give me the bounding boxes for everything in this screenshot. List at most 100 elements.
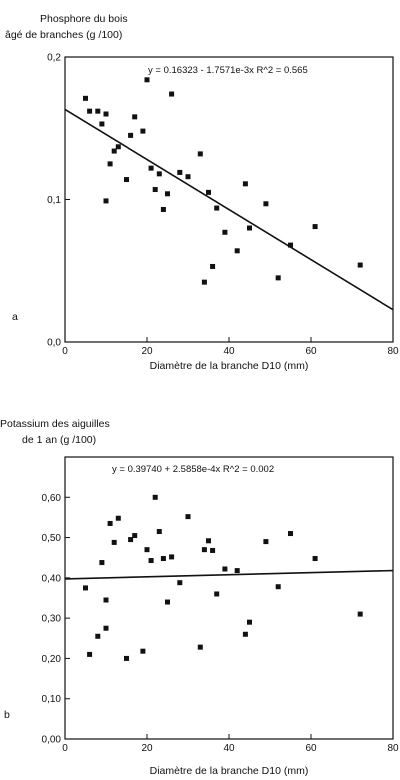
data-point [177,169,183,175]
data-point [107,520,113,526]
data-point [83,95,88,101]
data-point [160,206,166,212]
data-point [263,539,269,545]
data-point [242,181,248,187]
data-point [99,560,105,566]
chart-a-y-axis: 0,0 0,1 0,2 [47,53,70,349]
data-point [185,174,191,180]
data-point [95,633,101,639]
chart-a-title-line-2: âgé de branches (g /100) [5,29,122,41]
y-tick-label: 0,20 [42,654,62,665]
x-tick-label: 80 [387,346,399,357]
data-point [128,132,134,138]
x-tick-label: 0 [62,743,68,754]
x-tick-label: 40 [223,743,235,754]
data-point [152,494,158,500]
data-point [185,514,191,520]
data-point [111,148,117,154]
data-point [234,248,240,254]
data-point [132,533,138,539]
data-point [206,189,211,195]
data-point [140,128,146,134]
chart-b: Potassium des aiguilles de 1 an (g /100)… [0,418,399,777]
data-point [148,165,154,171]
data-point [165,191,170,197]
y-tick-label: 0,40 [42,573,62,584]
data-point [156,171,162,177]
data-point [288,242,293,248]
chart-a-x-axis: 0 20 40 60 80 [62,337,399,357]
x-tick-label: 40 [223,346,235,357]
data-point [357,262,363,268]
y-tick-label: 0,00 [42,735,62,746]
x-tick-label: 0 [62,346,68,357]
data-point [140,648,146,654]
data-point [111,539,117,545]
y-tick-label: 0,2 [47,53,61,64]
y-tick-label: 0,60 [42,493,62,504]
chart-b-plot-frame [64,456,394,740]
chart-b-y-axis: 0,00 0,10 0,20 0,30 0,40 0,50 0,60 [42,493,70,746]
data-point [201,279,207,285]
x-tick-label: 20 [141,346,153,357]
y-tick-label: 0,10 [42,694,62,705]
chart-a-panel-label: a [12,311,18,323]
data-point [160,556,166,562]
data-point [128,537,134,543]
data-point [148,558,154,564]
data-point [214,591,220,597]
data-point [169,91,175,97]
chart-b-title-line-1: Potassium des aiguilles [0,418,110,430]
data-point [124,177,129,183]
data-point [177,580,183,586]
data-point [214,205,220,211]
data-point [124,655,129,661]
chart-a-title-line-1: Phosphore du bois [40,13,128,25]
data-point [87,108,93,114]
data-point [210,263,216,269]
data-point [263,201,269,207]
data-point [165,599,170,605]
data-point [83,585,88,591]
data-point [210,547,216,553]
data-point [247,619,252,625]
data-point [103,597,109,603]
data-point [144,547,150,553]
regression-line [64,108,394,311]
data-point [103,111,109,117]
data-point [197,151,203,157]
data-point [234,568,240,574]
x-tick-label: 80 [387,743,399,754]
chart-b-title-line-2: de 1 an (g /100) [22,434,96,446]
chart-a-xlabel: Diamètre de la branche D10 (mm) [150,360,309,372]
data-point [95,108,101,114]
chart-a-equation: y = 0.16323 - 1.7571e-3x R^2 = 0.565 [148,65,308,76]
chart-b-xlabel: Diamètre de la branche D10 (mm) [150,765,309,777]
data-point [357,611,363,617]
data-point [288,531,293,537]
data-point [103,198,109,204]
x-tick-label: 60 [305,743,317,754]
data-point [169,554,175,560]
data-point [107,161,113,167]
data-point [222,229,228,235]
x-tick-label: 60 [305,346,317,357]
chart-b-x-axis: 0 20 40 60 80 [62,734,399,754]
y-tick-label: 0,1 [47,195,61,206]
y-tick-label: 0,30 [42,614,62,625]
data-point [242,631,248,637]
data-point [275,584,281,590]
chart-b-equation: y = 0.39740 + 2.5858e-4x R^2 = 0.002 [112,464,274,475]
chart-a-plot-frame [64,56,394,343]
data-point [312,556,318,562]
chart-a-marks [64,77,394,311]
data-point [275,275,281,281]
data-point [247,225,252,231]
regression-line [64,569,394,580]
data-point [132,114,138,120]
data-point [87,651,93,657]
chart-b-panel-label: b [4,709,10,721]
data-point [197,644,203,650]
y-tick-label: 0,50 [42,533,62,544]
chart-b-marks [64,494,394,661]
